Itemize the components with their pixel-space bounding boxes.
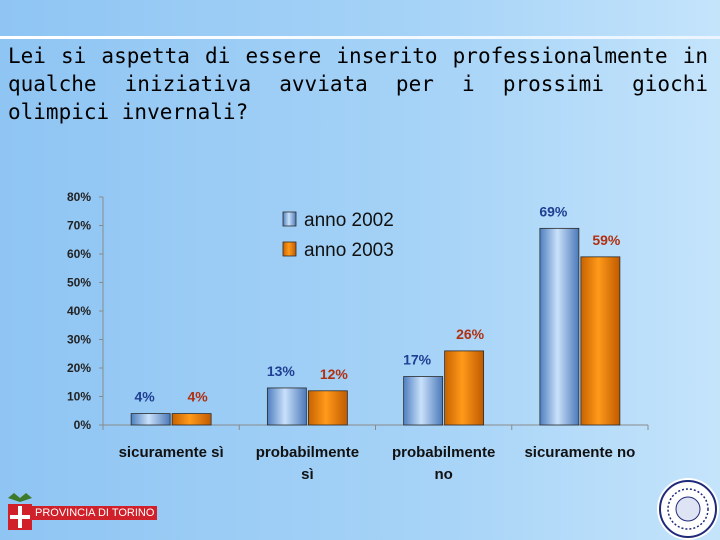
y-tick-label: 30%	[67, 333, 91, 347]
y-tick-label: 80%	[67, 190, 91, 204]
bar-2003	[307, 390, 348, 426]
y-tick-label: 10%	[67, 390, 91, 404]
bar-2003	[444, 350, 485, 426]
y-tick-label: 0%	[74, 418, 92, 432]
bar-2002	[403, 376, 444, 426]
bar-data-label: 12%	[320, 366, 349, 382]
legend-label-2003: anno 2003	[304, 240, 394, 261]
y-tick-label: 50%	[67, 276, 91, 290]
chart-legend: anno 2002 anno 2003	[282, 210, 394, 261]
bar-2002	[266, 387, 307, 426]
y-tick-label: 40%	[67, 304, 91, 318]
bar-2002	[130, 413, 171, 426]
y-tick-label: 70%	[67, 219, 91, 233]
bar-data-label: 17%	[403, 352, 432, 368]
bar-data-label: 4%	[188, 389, 209, 405]
x-category-label: probabilmente sì	[256, 444, 359, 483]
bar-2003	[580, 256, 621, 426]
provincia-logo-text: PROVINCIA DI TORINO	[32, 506, 158, 520]
bar-data-label: 69%	[539, 203, 568, 219]
legend-label-2002: anno 2002	[304, 210, 394, 231]
x-category-label: probabilmente no	[392, 444, 495, 483]
bar-data-label: 13%	[267, 363, 296, 379]
y-tick-label: 20%	[67, 361, 91, 375]
bar-2003	[171, 413, 212, 426]
bar-data-label: 4%	[135, 389, 156, 405]
legend-swatch-2002	[282, 211, 297, 227]
institution-seal	[657, 478, 719, 540]
y-tick-label: 60%	[67, 247, 91, 261]
provincia-logo	[8, 493, 32, 530]
bar-data-label: 26%	[456, 326, 485, 342]
legend-swatch-2003	[282, 241, 297, 257]
chart-data-labels: 4% 4% 13% 12% 17% 26% 69% 59%	[135, 203, 621, 404]
chart-bars	[130, 227, 621, 426]
bar-2002	[539, 227, 580, 426]
bar-data-label: 59%	[592, 232, 621, 248]
x-category-label: sicuramente sì	[119, 444, 224, 461]
title-divider	[0, 36, 720, 39]
x-category-label: sicuramente no	[524, 444, 635, 461]
slide-question: Lei si aspetta di essere inserito profes…	[8, 44, 708, 124]
